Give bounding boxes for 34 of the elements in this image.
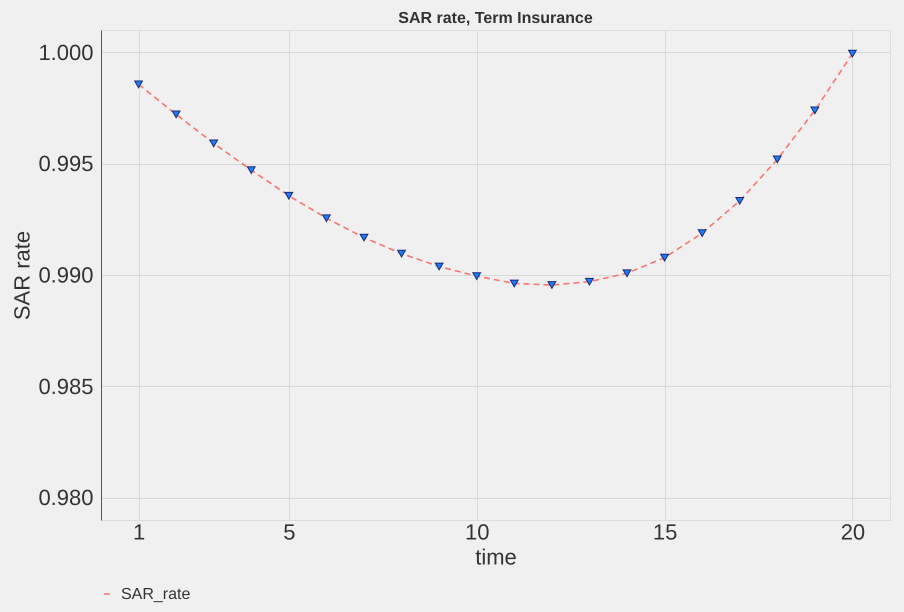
point bbox=[322, 214, 331, 222]
x-tick-label: 1 bbox=[132, 520, 146, 544]
y-tick-label: 1.000 bbox=[38, 40, 94, 65]
point bbox=[848, 50, 857, 58]
point bbox=[622, 269, 632, 278]
point bbox=[735, 196, 744, 205]
x-axis-title: time bbox=[475, 544, 517, 570]
y-axis-title: SAR rate bbox=[9, 230, 34, 320]
point bbox=[360, 234, 368, 242]
x-tick-label: 15 bbox=[652, 520, 678, 544]
point bbox=[510, 280, 519, 288]
y-tick-label: 0.980 bbox=[38, 485, 94, 510]
point bbox=[547, 281, 556, 289]
x-tick-label: 10 bbox=[464, 520, 490, 544]
point bbox=[434, 262, 444, 270]
x-tick-label: 20 bbox=[840, 520, 866, 544]
point bbox=[172, 110, 181, 118]
point bbox=[397, 250, 406, 258]
point bbox=[772, 156, 782, 164]
point bbox=[698, 229, 707, 237]
point bbox=[246, 166, 256, 174]
point bbox=[660, 254, 669, 262]
legend-label: SAR_rate bbox=[121, 586, 190, 603]
y-tick-label: 0.990 bbox=[38, 262, 94, 288]
y-tick-label: 0.985 bbox=[38, 374, 94, 399]
point bbox=[284, 192, 294, 200]
x-tick-label: 5 bbox=[283, 520, 296, 544]
point bbox=[134, 80, 143, 88]
point bbox=[810, 106, 820, 114]
point bbox=[209, 140, 218, 148]
point bbox=[585, 278, 594, 286]
y-tick-label: 0.995 bbox=[38, 151, 94, 176]
chart-title: SAR rate, Term Insurance bbox=[398, 10, 593, 27]
point bbox=[472, 272, 482, 280]
